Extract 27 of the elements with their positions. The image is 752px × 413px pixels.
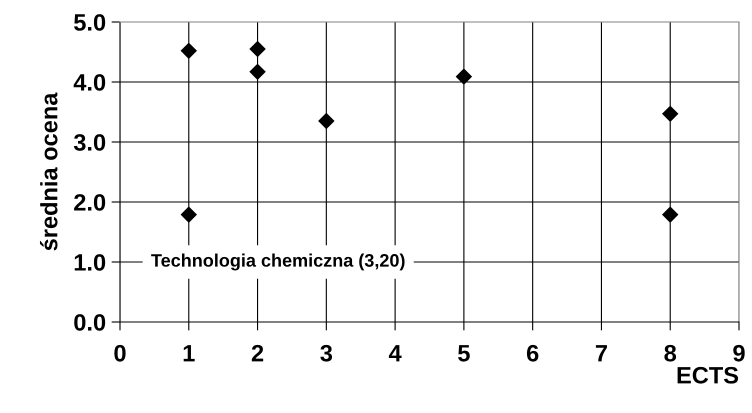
x-tick-label: 3 xyxy=(320,344,332,362)
y-tick-label: 4.0 xyxy=(74,74,106,91)
y-tick-label: 3.0 xyxy=(74,134,106,151)
annotation: Technologia chemiczna (3,20) xyxy=(151,254,405,270)
point xyxy=(180,206,197,223)
point xyxy=(249,40,266,58)
x-axis-title: ECTS xyxy=(678,366,738,384)
x-tick-label: 7 xyxy=(596,345,607,362)
point xyxy=(662,106,678,122)
x-tick-label: 2 xyxy=(252,344,264,362)
x-tick-label: 4 xyxy=(388,345,402,362)
y-tick-label: 0.0 xyxy=(74,314,106,331)
x-tick-label: 8 xyxy=(664,344,676,362)
x-tick-label: 5 xyxy=(458,345,470,362)
y-tick-label: 1.0 xyxy=(74,254,106,271)
x-tick-label: 9 xyxy=(733,344,745,362)
point xyxy=(456,68,472,85)
x-tick-label: 6 xyxy=(526,344,538,362)
point xyxy=(249,64,266,80)
point xyxy=(180,42,197,60)
y-tick-label: 5.0 xyxy=(74,14,106,31)
x-tick-label: 0 xyxy=(114,344,126,362)
y-axis-title: średnia ocena xyxy=(40,92,58,251)
point xyxy=(662,206,678,223)
y-tick-label: 2.0 xyxy=(74,194,106,211)
point xyxy=(318,112,335,130)
x-tick-label: 1 xyxy=(184,345,195,362)
